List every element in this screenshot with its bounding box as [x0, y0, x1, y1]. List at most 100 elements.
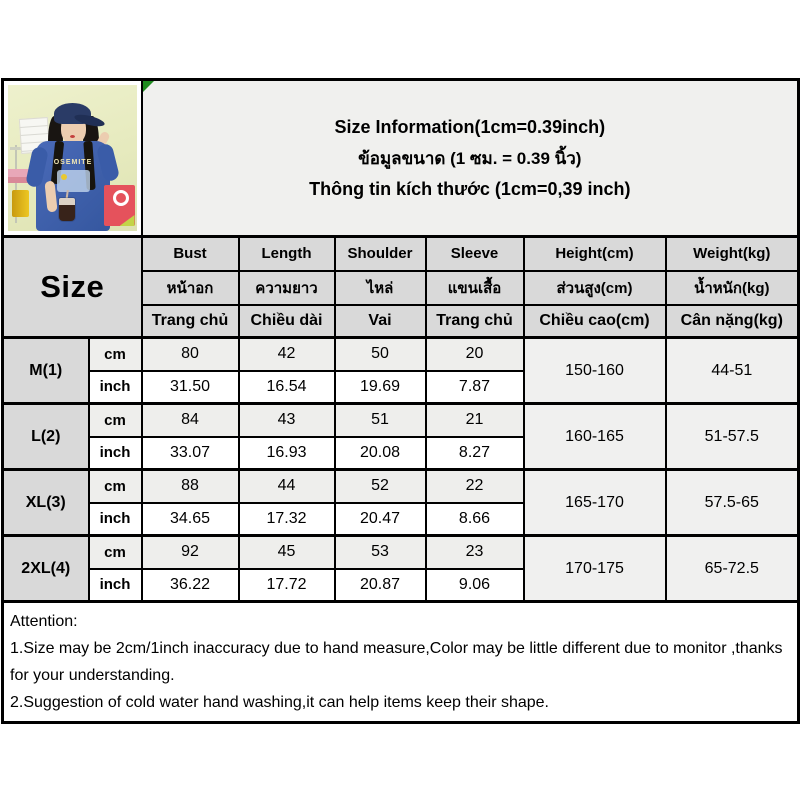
- cell-corner-marker-icon: [143, 81, 154, 92]
- row-xl-cm: XL(3) cm 88 44 52 22 165-170 57.5-65: [1, 468, 800, 537]
- title-vietnamese: Thông tin kích thước (1cm=0,39 inch): [309, 178, 631, 199]
- row-xl-inch: inch 34.65 17.32 20.47 8.66: [3, 501, 799, 537]
- col-header-length: Length: [237, 235, 336, 272]
- cell-shoulder: 20.47: [333, 501, 427, 537]
- cell-length: 43: [237, 402, 336, 438]
- model-photo-cell: OSEMITE: [1, 78, 143, 238]
- title-english: Size Information(1cm=0.39inch): [334, 116, 606, 137]
- cell-height: 150-160: [522, 336, 667, 405]
- cell-sleeve: 8.66: [424, 501, 525, 537]
- title-cell: Size Information(1cm=0.39inch) ข้อมูลขนา…: [140, 78, 800, 238]
- cell-shoulder: 20.08: [333, 435, 427, 471]
- cell-weight: 57.5-65: [664, 468, 800, 537]
- cell-sleeve: 21: [424, 402, 525, 438]
- cell-sleeve: 8.27: [424, 435, 525, 471]
- cell-length: 42: [237, 336, 336, 372]
- unit-label: inch: [87, 501, 143, 537]
- col-header-weight-th: น้ำหนัก(kg): [664, 269, 800, 306]
- attention-title: Attention:: [10, 613, 78, 630]
- cell-sleeve: 7.87: [424, 369, 525, 405]
- row-2xl-cm: 2XL(4) cm 92 45 53 23 170-175 65-72.5: [1, 534, 800, 603]
- cell-bust: 92: [140, 534, 240, 570]
- model-photo: OSEMITE: [8, 85, 137, 231]
- col-header-bust-th: หน้าอก: [140, 269, 240, 306]
- attention-row: Attention: 1.Size may be 2cm/1inch inacc…: [1, 600, 800, 724]
- cell-bust: 31.50: [140, 369, 240, 405]
- col-header-bust-vi: Trang chủ: [140, 303, 240, 339]
- cell-bust: 84: [140, 402, 240, 438]
- header-row-english: Size Bust Length Shoulder Sleeve Height(…: [1, 235, 800, 339]
- cell-bust: 80: [140, 336, 240, 372]
- cell-shoulder: 20.87: [333, 567, 427, 603]
- col-header-shoulder: Shoulder: [333, 235, 427, 272]
- col-header-weight-vi: Cân nặng(kg): [664, 303, 800, 339]
- cell-bust: 36.22: [140, 567, 240, 603]
- cell-length: 44: [237, 468, 336, 504]
- cell-length: 16.93: [237, 435, 336, 471]
- unit-label: cm: [87, 402, 143, 438]
- cell-shoulder: 50: [333, 336, 427, 372]
- cell-shoulder: 52: [333, 468, 427, 504]
- size-chart-table: OSEMITE Size Information(1cm=0.39inch): [1, 78, 800, 724]
- cell-weight: 51-57.5: [664, 402, 800, 471]
- col-header-length-th: ความยาว: [237, 269, 336, 306]
- attention-note-1: 1.Size may be 2cm/1inch inaccuracy due t…: [10, 640, 783, 684]
- unit-label: inch: [87, 435, 143, 471]
- cell-weight: 65-72.5: [664, 534, 800, 603]
- col-header-shoulder-vi: Vai: [333, 303, 427, 339]
- cell-sleeve: 20: [424, 336, 525, 372]
- attention-box: Attention: 1.Size may be 2cm/1inch inacc…: [1, 600, 800, 724]
- col-header-length-vi: Chiều dài: [237, 303, 336, 339]
- cell-height: 170-175: [522, 534, 667, 603]
- cell-length: 17.32: [237, 501, 336, 537]
- cell-bust: 33.07: [140, 435, 240, 471]
- row-m-inch: inch 31.50 16.54 19.69 7.87: [3, 369, 799, 405]
- title-thai: ข้อมูลขนาด (1 ซม. = 0.39 นิ้ว): [358, 148, 582, 168]
- col-header-sleeve-vi: Trang chủ: [424, 303, 525, 339]
- col-header-height: Height(cm): [522, 235, 667, 272]
- size-label-2xl: 2XL(4): [1, 534, 90, 603]
- col-header-weight: Weight(kg): [664, 235, 800, 272]
- cell-height: 165-170: [522, 468, 667, 537]
- cart-leg: [15, 145, 17, 223]
- col-header-sleeve: Sleeve: [424, 235, 525, 272]
- size-header: Size: [1, 235, 143, 339]
- col-header-bust: Bust: [140, 235, 240, 272]
- shirt-print-text: OSEMITE: [53, 159, 93, 166]
- cell-shoulder: 51: [333, 402, 427, 438]
- sign-corner: [119, 215, 135, 226]
- row-2xl-inch: inch 36.22 17.72 20.87 9.06: [3, 567, 799, 603]
- cell-weight: 44-51: [664, 336, 800, 405]
- pink-item: [8, 177, 28, 183]
- unit-label: cm: [87, 534, 143, 570]
- unit-label: inch: [87, 567, 143, 603]
- cell-length: 45: [237, 534, 336, 570]
- cell-sleeve: 9.06: [424, 567, 525, 603]
- cell-bust: 88: [140, 468, 240, 504]
- size-label-xl: XL(3): [1, 468, 90, 537]
- row-m-cm: M(1) cm 80 42 50 20 150-160 44-51: [1, 336, 800, 405]
- col-header-shoulder-th: ไหล่: [333, 269, 427, 306]
- header-row-thai: หน้าอก ความยาว ไหล่ แขนเสื้อ ส่วนสูง(cm)…: [3, 269, 800, 306]
- cell-length: 17.72: [237, 567, 336, 603]
- cell-bust: 34.65: [140, 501, 240, 537]
- col-header-sleeve-th: แขนเสื้อ: [424, 269, 525, 306]
- row-l-inch: inch 33.07 16.93 20.08 8.27: [3, 435, 799, 471]
- yellow-mug: [12, 190, 29, 217]
- unit-label: cm: [87, 336, 143, 372]
- col-header-height-th: ส่วนสูง(cm): [522, 269, 667, 306]
- col-header-height-vi: Chiều cao(cm): [522, 303, 667, 339]
- header-row-vietnamese: Trang chủ Chiều dài Vai Trang chủ Chiều …: [3, 303, 800, 339]
- title-band: OSEMITE Size Information(1cm=0.39inch): [1, 78, 800, 238]
- pink-item: [8, 169, 32, 177]
- cell-sleeve: 23: [424, 534, 525, 570]
- unit-label: cm: [87, 468, 143, 504]
- model-lips: [70, 135, 75, 138]
- size-label-l: L(2): [1, 402, 90, 471]
- shirt-print-graphic: [57, 170, 90, 192]
- size-label-m: M(1): [1, 336, 90, 405]
- unit-label: inch: [87, 369, 143, 405]
- attention-note-2: 2.Suggestion of cold water hand washing,…: [10, 694, 549, 711]
- cell-length: 16.54: [237, 369, 336, 405]
